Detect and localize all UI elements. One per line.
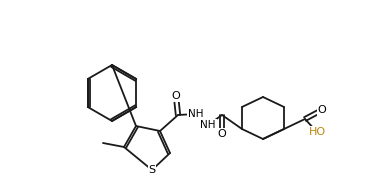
Text: O: O <box>318 105 326 115</box>
Text: O: O <box>172 91 180 101</box>
Text: NH: NH <box>200 120 216 130</box>
Text: S: S <box>149 165 155 175</box>
Text: O: O <box>218 129 226 139</box>
Text: NH: NH <box>188 109 204 119</box>
Text: HO: HO <box>309 127 326 137</box>
